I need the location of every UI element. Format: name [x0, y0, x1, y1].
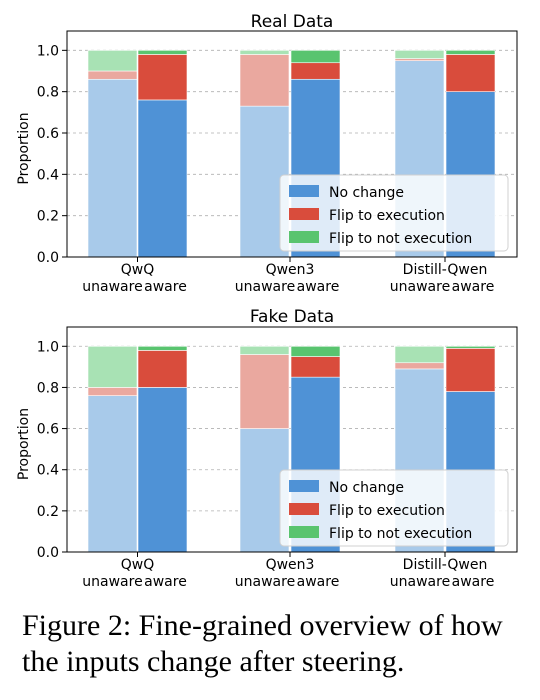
bar-segment-distill-qwen-aware-flip-to-not-execution — [445, 345, 496, 349]
legend-box — [279, 174, 509, 252]
legend-swatch — [289, 231, 319, 243]
bar-segment-qwen3-unaware-flip-to-not-execution — [239, 345, 290, 355]
bar-segment-qwq-aware-no-change — [137, 99, 188, 258]
y-tick-label: 0.2 — [37, 209, 59, 225]
legend-label: Flip to execution — [329, 208, 445, 224]
legend-label: No change — [329, 185, 404, 201]
bar-segment-qwq-aware-flip-to-execution — [137, 54, 188, 101]
x-sub-label-unaware: unaware — [390, 279, 450, 295]
bar-segment-qwq-aware-no-change — [137, 387, 188, 553]
y-tick-label: 0.8 — [37, 380, 59, 396]
legend-label: Flip to not execution — [329, 526, 472, 542]
bar-segment-qwen3-aware-flip-to-execution — [290, 356, 341, 378]
x-sub-label-aware: aware — [144, 574, 187, 590]
plot-frame — [66, 30, 518, 258]
x-group-label: Qwen3 — [266, 262, 315, 278]
legend: No change Flip to execution Flip to not ex… — [279, 174, 509, 252]
y-axis-label: Proportion — [16, 112, 32, 184]
bar-segment-qwen3-aware-flip-to-execution — [290, 62, 341, 80]
chart-panel-real-data: Real Data 0.0 0.2 0.4 0.6 0.8 1.0 Proportion QwQ… — [16, 12, 518, 295]
x-sub-label-aware: aware — [297, 574, 340, 590]
y-tick-label: 0.2 — [37, 504, 59, 520]
legend-label: Flip to execution — [329, 503, 445, 519]
bar-segment-qwen3-aware-flip-to-not-execution — [290, 50, 341, 64]
y-tick-label: 1.0 — [37, 43, 59, 59]
y-tick-label: 0.6 — [37, 126, 59, 142]
bar-segment-qwq-unaware-flip-to-not-execution — [87, 345, 138, 388]
bar-segment-qwq-unaware-flip-to-execution — [87, 387, 138, 396]
y-axis-label: Proportion — [16, 408, 32, 480]
bar-segment-qwen3-unaware-flip-to-execution — [239, 54, 290, 107]
x-sub-label-unaware: unaware — [235, 279, 295, 295]
x-group-label: Distill-Qwen — [403, 557, 488, 573]
bar-segment-qwen3-aware-flip-to-not-execution — [290, 345, 341, 357]
x-sub-label-unaware: unaware — [235, 574, 295, 590]
bar-segment-distill-qwen-unaware-flip-to-execution — [394, 362, 445, 370]
chart-title: Fake Data — [250, 307, 334, 327]
x-sub-label-aware: aware — [452, 279, 495, 295]
figure-chart: Real Data 0.0 0.2 0.4 0.6 0.8 1.0 Proportion QwQ… — [16, 12, 518, 590]
x-sub-label-aware: aware — [297, 279, 340, 295]
chart-title: Real Data — [251, 12, 334, 32]
y-tick-label: 0.0 — [37, 250, 59, 266]
x-sub-label-unaware: unaware — [82, 574, 142, 590]
bar-segment-distill-qwen-aware-flip-to-not-execution — [445, 50, 496, 55]
x-sub-label-aware: aware — [144, 279, 187, 295]
legend-swatch — [289, 185, 319, 197]
bar-segment-qwq-unaware-flip-to-not-execution — [87, 50, 138, 72]
x-sub-label-unaware: unaware — [82, 279, 142, 295]
legend-swatch — [289, 526, 319, 538]
legend-swatch — [289, 503, 319, 515]
bar-segment-qwq-unaware-flip-to-execution — [87, 70, 138, 80]
legend-swatch — [289, 480, 319, 492]
bar-segment-distill-qwen-unaware-flip-to-execution — [394, 58, 445, 61]
bar-segment-qwq-aware-flip-to-not-execution — [137, 345, 188, 351]
bar-segment-qwen3-unaware-flip-to-execution — [239, 354, 290, 429]
y-tick-label: 0.0 — [37, 545, 59, 561]
y-tick-label: 0.4 — [37, 463, 59, 479]
legend-label: Flip to not execution — [329, 231, 472, 247]
x-group-label: QwQ — [121, 557, 155, 573]
y-tick-label: 1.0 — [37, 339, 59, 355]
bar-segment-distill-qwen-unaware-flip-to-not-execution — [394, 50, 445, 59]
figure-caption: Figure 2: Fine-grained overview of how t… — [22, 609, 503, 678]
bar-segment-qwq-unaware-no-change — [87, 78, 138, 258]
bar-segment-qwq-unaware-no-change — [87, 395, 138, 553]
bar-segment-distill-qwen-unaware-flip-to-not-execution — [394, 345, 445, 364]
y-tick-label: 0.8 — [37, 85, 59, 101]
legend: No change Flip to execution Flip to not ex… — [279, 469, 509, 547]
x-sub-label-unaware: unaware — [390, 574, 450, 590]
y-tick-label: 0.4 — [37, 167, 59, 183]
legend-box — [279, 469, 509, 547]
x-group-label: Distill-Qwen — [403, 262, 488, 278]
x-sub-label-aware: aware — [452, 574, 495, 590]
bar-segment-qwq-aware-flip-to-not-execution — [137, 50, 188, 55]
legend-label: No change — [329, 480, 404, 496]
plot-frame — [66, 326, 518, 553]
legend-swatch — [289, 208, 319, 220]
bar-segment-distill-qwen-aware-flip-to-execution — [445, 348, 496, 392]
chart-panel-fake-data: Fake Data 0.0 0.2 0.4 0.6 0.8 1.0 Proportion QwQ… — [16, 307, 518, 590]
bar-segment-qwq-aware-flip-to-execution — [137, 350, 188, 388]
bar-segment-qwen3-unaware-flip-to-not-execution — [239, 50, 290, 55]
y-tick-label: 0.6 — [37, 422, 59, 438]
x-group-label: QwQ — [121, 262, 155, 278]
x-group-label: Qwen3 — [266, 557, 315, 573]
bar-segment-distill-qwen-aware-flip-to-execution — [445, 54, 496, 92]
